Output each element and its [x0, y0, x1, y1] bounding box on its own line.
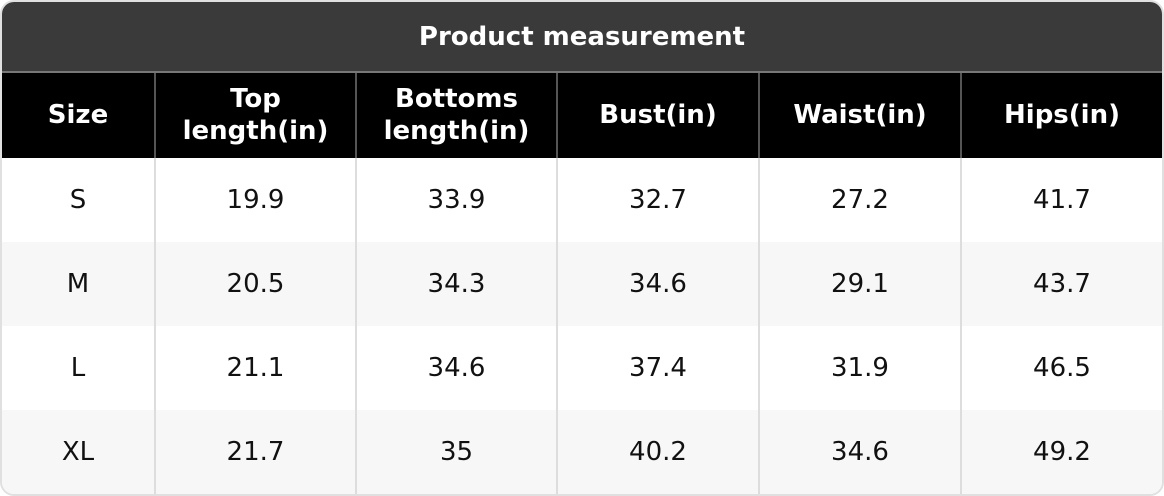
table-cell: S — [69, 185, 87, 215]
table-cell: 40.2 — [556, 410, 759, 494]
table-row: M 20.5 34.3 34.6 29.1 43.7 — [2, 242, 1162, 326]
table-cell: 35 — [355, 410, 557, 494]
column-header: Bust(in) — [556, 73, 759, 158]
table-row: L 21.1 34.6 37.4 31.9 46.5 — [2, 326, 1162, 410]
table-cell: 41.7 — [960, 158, 1162, 242]
table-cell: 21.1 — [154, 326, 356, 410]
table-cell: XL — [2, 410, 155, 494]
table-cell: 46.5 — [960, 326, 1162, 410]
column-header: Waist(in) — [758, 73, 961, 158]
table-title: Product measurement — [2, 2, 1162, 73]
table-cell: 33.9 — [355, 158, 557, 242]
table-cell: 21.7 — [154, 410, 356, 494]
table-cell: 32.7 — [556, 158, 759, 242]
table-cell: 43.7 — [960, 242, 1162, 326]
table-cell: 20.5 — [154, 242, 356, 326]
table-cell: 34.6 — [556, 242, 759, 326]
table-cell: 27.2 — [758, 158, 961, 242]
table-cell: 34.6 — [758, 410, 961, 494]
table-cell: 37.4 — [556, 326, 759, 410]
table-cell: 49.2 — [960, 410, 1162, 494]
table-cell: 29.1 — [758, 242, 961, 326]
column-header: Top length(in) — [154, 73, 356, 158]
table-cell: 31.9 — [758, 326, 961, 410]
table-cell: 19.9 — [154, 158, 356, 242]
table-cell: 34.6 — [355, 326, 557, 410]
table-cell: L — [70, 353, 86, 383]
size-table: Size Top length(in) Bottoms length(in) Bust… — [2, 73, 1162, 494]
table-row: S 19.9 33.9 32.7 27.2 41.7 — [2, 158, 1162, 242]
table-row: XL 21.7 35 40.2 34.6 49.2 — [2, 410, 1162, 494]
column-header: Size — [2, 73, 155, 158]
column-header: Hips(in) — [960, 73, 1162, 158]
table-cell: M — [2, 242, 155, 326]
column-header: Bottoms length(in) — [355, 73, 557, 158]
table-cell: 34.3 — [355, 242, 557, 326]
header-row: Size Top length(in) Bottoms length(in) Bust… — [2, 73, 1162, 158]
